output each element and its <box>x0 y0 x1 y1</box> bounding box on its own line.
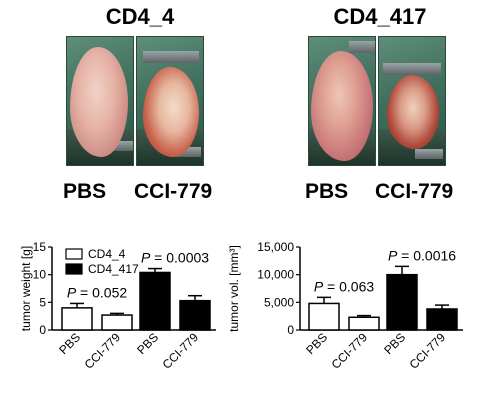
y-tick-label-1-1: 5,000 <box>264 295 294 309</box>
p-value-text-1-0: = 0.063 <box>323 278 374 294</box>
panel-title-cd4-4: CD4_4 <box>105 4 175 29</box>
p-value-text-1-1: = 0.0016 <box>397 247 456 263</box>
photo-cd4-4-pbs <box>66 36 134 166</box>
p-symbol-0-0: P <box>67 284 77 300</box>
p-symbol-1-0: P <box>314 278 324 294</box>
x-tick-label-0-3: CCI-779 <box>160 330 202 372</box>
x-tick-label-1-3: CCI-779 <box>407 330 449 372</box>
photo-cd4-417-pbs <box>308 36 376 166</box>
p-value-0-0: P = 0.052 <box>67 284 128 300</box>
p-symbol-1-1: P <box>388 247 398 263</box>
legend-swatch-1 <box>65 263 83 275</box>
x-tick-label-0-0: PBS <box>56 330 83 357</box>
bar-0-1 <box>101 314 133 331</box>
y-tick-label-1-0: 0 <box>287 323 294 337</box>
p-value-1-0: P = 0.063 <box>314 278 375 294</box>
bar-0-2 <box>139 271 171 331</box>
p-value-text-0-0: = 0.052 <box>76 284 127 300</box>
legend-label-0: CD4_4 <box>88 247 126 261</box>
label-cd4-417-cci779: CCI-779 <box>375 180 454 203</box>
p-symbol-0-1: P <box>141 250 151 266</box>
bar-0-0 <box>61 307 93 331</box>
x-tick-label-1-2: PBS <box>381 330 408 357</box>
bar-0-3 <box>179 299 211 331</box>
bar-1-3 <box>426 308 458 331</box>
y-tick-label-0-0: 0 <box>39 323 46 337</box>
x-tick-label-1-1: CCI-779 <box>329 330 371 372</box>
label-cd4-4-cci779: CCI-779 <box>134 180 213 203</box>
p-value-0-1: P = 0.0003 <box>141 250 209 266</box>
bar-1-1 <box>348 316 380 331</box>
photo-cd4-4-cci779 <box>136 36 204 166</box>
photo-cd4-417-cci779 <box>378 36 446 166</box>
y-axis-label-1: tumor vol. [mm³] <box>227 245 241 332</box>
y-axis-label-0: tumor weight [g] <box>19 246 33 331</box>
legend-swatch-0 <box>65 248 83 260</box>
y-tick-label-1-2: 10,000 <box>257 268 294 282</box>
x-tick-label-1-0: PBS <box>303 330 330 357</box>
y-tick-label-1-3: 15,000 <box>257 240 294 254</box>
p-value-1-1: P = 0.0016 <box>388 247 456 263</box>
x-tick-label-0-2: PBS <box>134 330 161 357</box>
y-tick-label-0-1: 5 <box>39 295 46 309</box>
p-value-text-0-1: = 0.0003 <box>150 250 209 266</box>
y-tick-label-0-3: 15 <box>33 240 47 254</box>
label-cd4-4-pbs: PBS <box>63 180 107 203</box>
bar-1-0 <box>308 302 340 331</box>
label-cd4-417-pbs: PBS <box>305 180 349 203</box>
x-tick-label-0-1: CCI-779 <box>82 330 124 372</box>
bar-1-2 <box>386 273 418 331</box>
y-tick-label-0-2: 10 <box>33 268 47 282</box>
panel-title-cd4-417: CD4_417 <box>333 4 427 29</box>
legend-label-1: CD4_417 <box>88 262 139 276</box>
